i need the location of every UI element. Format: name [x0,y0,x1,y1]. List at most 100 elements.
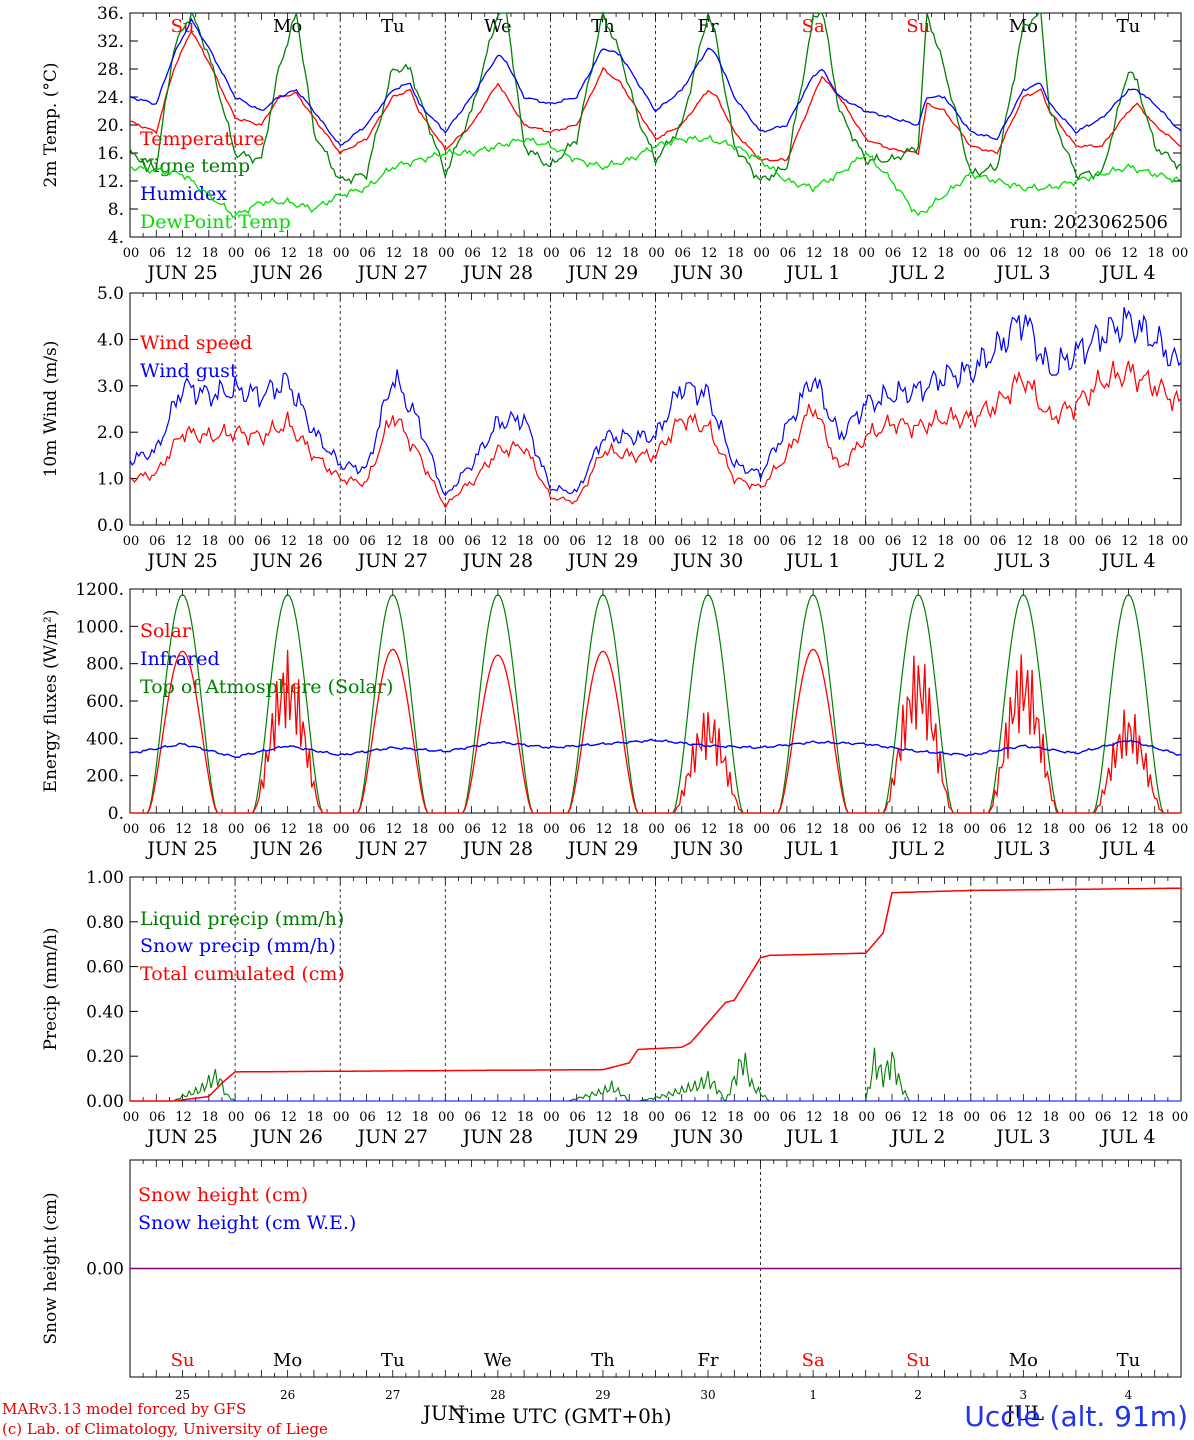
day-label: JUL 1 [784,550,840,572]
hour-tick-label: 18 [727,246,744,261]
y-tick-label: 2.0 [97,423,124,443]
hour-tick-label: 18 [937,822,954,837]
hour-tick-label: 12 [385,246,402,261]
hour-tick-label: 18 [1042,246,1059,261]
hour-tick-label: 00 [228,822,245,837]
weekday-label: Fr [698,1350,719,1371]
hour-tick-label: 06 [569,246,586,261]
x-axis-title: Time UTC (GMT+0h) [455,1404,672,1428]
hour-tick-label: 18 [412,246,429,261]
day-number-label: 26 [280,1388,295,1402]
hour-tick-label: 18 [412,822,429,837]
day-label: JUL 1 [784,1126,840,1148]
day-label: JUL 2 [889,262,945,284]
hour-tick-label: 00 [1172,534,1189,549]
hour-tick-label: 12 [806,246,823,261]
hour-tick-label: 18 [307,1110,324,1125]
hour-tick-label: 12 [1016,1110,1033,1125]
hour-tick-label: 00 [228,534,245,549]
hour-tick-label: 12 [385,1110,402,1125]
run-label: run: 2023062506 [1010,212,1168,233]
hour-tick-label: 00 [438,246,455,261]
month-label: JUN [421,1401,465,1425]
hour-tick-label: 12 [491,534,508,549]
hour-tick-label: 18 [937,534,954,549]
y-axis-label: Precip (mm/h) [41,927,61,1050]
station-label: Uccle (alt. 91m) [964,1400,1188,1433]
temp-series-line [129,17,1182,146]
y-tick-label: 400. [86,729,124,749]
legend-entry: Total cumulated (cm) [140,963,345,985]
hour-tick-label: 06 [254,534,271,549]
hour-tick-label: 12 [1016,246,1033,261]
weekday-label: Tu [1117,16,1141,37]
y-tick-label: 0.00 [86,1260,124,1280]
y-tick-label: 4.0 [97,330,124,350]
day-number-label: 29 [595,1388,610,1402]
hour-tick-label: 18 [937,246,954,261]
weekday-label: Mo [273,1350,302,1371]
hour-tick-label: 12 [806,822,823,837]
hour-tick-label: 18 [307,534,324,549]
hour-tick-label: 12 [911,246,928,261]
weekday-label: Mo [1009,1350,1038,1371]
legend-entry: Snow precip (mm/h) [140,935,336,957]
hour-tick-label: 06 [464,246,481,261]
hour-tick-label: 00 [438,534,455,549]
hour-tick-label: 18 [727,822,744,837]
hour-tick-label: 12 [280,1110,297,1125]
legend-entry: Temperature [140,128,264,150]
hour-tick-label: 18 [832,246,849,261]
weekday-label: Sa [802,16,825,37]
hour-tick-label: 06 [675,822,692,837]
hour-tick-label: 18 [622,534,639,549]
day-label: JUN 29 [566,838,638,860]
wind-series-line [129,306,1182,497]
day-label: JUL 4 [1099,1126,1155,1148]
weekday-label: Su [171,16,195,37]
day-label: JUN 29 [566,550,638,572]
hour-tick-label: 00 [1069,822,1086,837]
hour-tick-label: 06 [990,1110,1007,1125]
hour-tick-label: 06 [254,822,271,837]
hour-tick-label: 18 [622,822,639,837]
legend-entry: Infrared [140,648,220,670]
day-label: JUL 3 [994,1126,1050,1148]
hour-tick-label: 00 [543,822,560,837]
weekday-label: We [484,16,512,37]
hour-tick-label: 00 [543,1110,560,1125]
temp-series-line [129,10,1182,185]
weekday-label: Su [171,1350,195,1371]
weekday-label: Th [591,1350,615,1371]
y-tick-label: 0.80 [86,913,124,933]
hour-tick-label: 00 [123,246,140,261]
y-tick-label: 600. [86,692,124,712]
hour-tick-label: 00 [228,1110,245,1125]
hour-tick-label: 06 [464,822,481,837]
hour-tick-label: 00 [1172,1110,1189,1125]
hour-tick-label: 12 [596,822,613,837]
day-number-label: 25 [175,1388,190,1402]
hour-tick-label: 12 [596,246,613,261]
hour-tick-label: 06 [885,822,902,837]
hour-tick-label: 00 [1172,246,1189,261]
hour-tick-label: 12 [701,246,718,261]
hour-tick-label: 12 [175,246,192,261]
hour-tick-label: 06 [780,534,797,549]
hour-tick-label: 00 [543,534,560,549]
day-label: JUN 30 [671,838,743,860]
y-axis-label: 10m Wind (m/s) [41,341,61,478]
weekday-label: Sa [802,1350,825,1371]
hour-tick-label: 06 [254,1110,271,1125]
hour-tick-label: 18 [727,534,744,549]
hour-tick-label: 00 [333,822,350,837]
day-label: JUN 28 [461,550,533,572]
hour-tick-label: 06 [359,246,376,261]
hour-tick-label: 06 [1095,1110,1112,1125]
hour-tick-label: 06 [1095,822,1112,837]
y-tick-label: 16. [97,144,124,164]
hour-tick-label: 00 [964,1110,981,1125]
hour-tick-label: 00 [858,1110,875,1125]
day-number-label: 27 [385,1388,400,1402]
